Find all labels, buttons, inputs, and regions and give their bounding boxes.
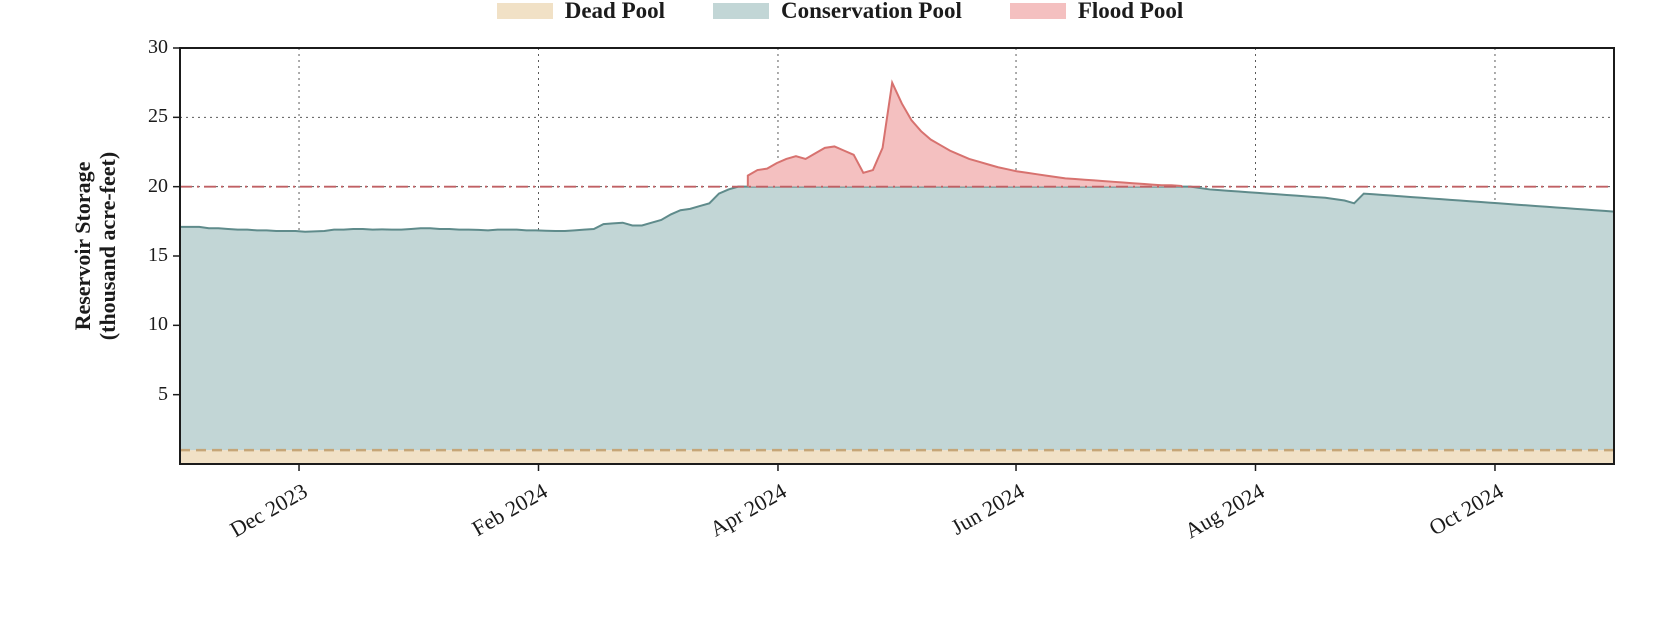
- chart-plot: [0, 0, 1680, 630]
- reservoir-storage-chart: Dead PoolConservation PoolFlood Pool Res…: [0, 0, 1680, 630]
- y-tick-label: 5: [158, 383, 168, 406]
- y-tick-label: 15: [148, 244, 168, 267]
- y-tick-label: 25: [148, 105, 168, 128]
- y-tick-label: 10: [148, 313, 168, 336]
- y-tick-label: 30: [148, 36, 168, 59]
- y-tick-label: 20: [148, 175, 168, 198]
